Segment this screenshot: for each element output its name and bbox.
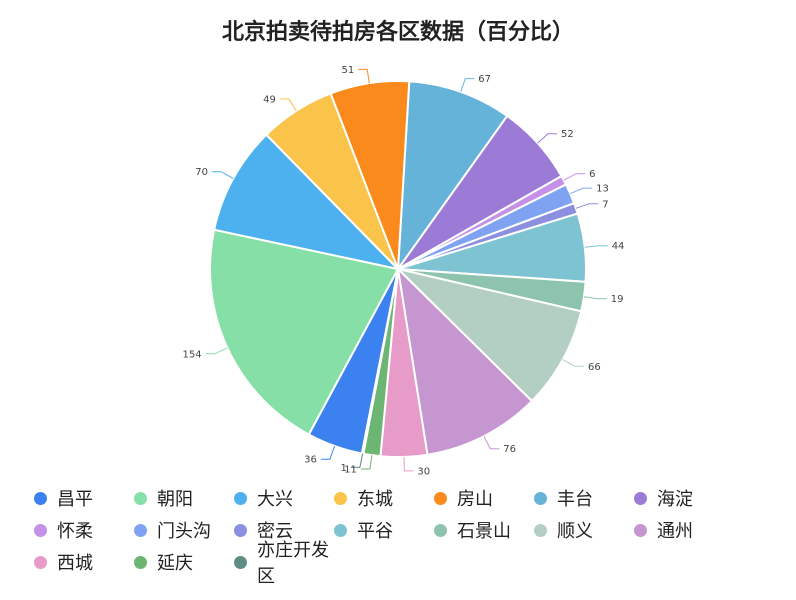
legend-dot-icon	[234, 555, 247, 569]
legend-label: 石景山	[457, 521, 511, 542]
leader-line-13	[320, 445, 336, 460]
data-label-4: 13	[596, 184, 609, 195]
legend-item-12[interactable]: 石景山	[434, 520, 534, 542]
legend-label: 昌平	[57, 489, 93, 510]
legend-dot-icon	[34, 555, 47, 569]
leader-line-10	[403, 456, 414, 472]
legend-dot-icon	[334, 523, 347, 537]
legend-label: 西城	[57, 553, 93, 574]
legend-item-6[interactable]: 丰台	[534, 488, 634, 510]
legend-item-2[interactable]: 朝阳	[134, 488, 234, 510]
leader-line-16	[279, 98, 297, 112]
legend-dot-icon	[634, 523, 647, 537]
data-label-1: 67	[478, 74, 491, 85]
data-label-11: 11	[344, 465, 357, 476]
legend-item-5[interactable]: 房山	[434, 488, 534, 510]
legend-item-7[interactable]: 海淀	[634, 488, 734, 510]
leader-line-9	[483, 435, 500, 450]
legend-item-15[interactable]: 西城	[34, 552, 134, 574]
leader-line-15	[212, 171, 234, 179]
legend-dot-icon	[134, 491, 147, 505]
legend-label: 丰台	[557, 489, 593, 510]
leader-line-8	[562, 359, 584, 367]
leader-line-3	[563, 173, 586, 181]
legend-label: 大兴	[257, 489, 293, 510]
legend-dot-icon	[534, 523, 547, 537]
leader-line-14	[205, 347, 228, 355]
legend-dot-icon	[334, 491, 347, 505]
legend-dot-icon	[434, 523, 447, 537]
leader-line-6	[584, 245, 608, 248]
data-label-17: 51	[341, 65, 354, 76]
legend-label: 怀柔	[57, 521, 93, 542]
legend-item-16[interactable]: 延庆	[134, 552, 234, 574]
legend-dot-icon	[134, 523, 147, 537]
leader-line-17	[358, 68, 370, 84]
pie-chart: 67 52 613 7 44 19 66 76 30 111 36 154 70 49 51	[183, 65, 625, 477]
data-label-2: 52	[561, 129, 574, 140]
legend-dot-icon	[34, 523, 47, 537]
pie-slice-14[interactable]	[209, 228, 400, 436]
legend-dot-icon	[234, 523, 247, 537]
legend-label: 海淀	[657, 489, 693, 510]
legend-label: 房山	[457, 489, 493, 510]
chart-title: 北京拍卖待拍房各区数据（百分比）	[221, 20, 574, 45]
data-label-5: 7	[602, 199, 608, 210]
leader-line-11	[360, 455, 373, 470]
legend-label: 亦庄开发区	[257, 540, 329, 587]
legend-label: 朝阳	[157, 489, 193, 510]
legend-item-14[interactable]: 通州	[634, 520, 734, 542]
pie-slice-9[interactable]	[396, 266, 534, 456]
data-label-14: 154	[183, 349, 202, 360]
leader-line-12	[350, 453, 364, 468]
legend-label: 东城	[357, 489, 393, 510]
legend-label: 通州	[657, 521, 693, 542]
pie-slice-17[interactable]	[329, 80, 411, 270]
data-label-3: 6	[589, 169, 595, 180]
legend-label: 延庆	[157, 553, 193, 574]
legend-item-11[interactable]: 平谷	[334, 520, 434, 542]
data-label-9: 76	[503, 444, 516, 455]
legend-label: 门头沟	[157, 521, 211, 542]
leader-line-5	[575, 203, 599, 209]
legend-item-1[interactable]: 昌平	[34, 488, 134, 510]
legend-dot-icon	[34, 491, 47, 505]
legend-item-3[interactable]: 大兴	[234, 488, 334, 510]
data-label-6: 44	[612, 241, 625, 252]
data-label-13: 36	[304, 455, 317, 466]
legend-label: 平谷	[357, 521, 393, 542]
legend-item-17[interactable]: 亦庄开发区	[234, 540, 334, 587]
data-labels: 67 52 613 7 44 19 66 76 30 111 36 154 70 49 51	[183, 65, 625, 477]
data-label-10: 30	[417, 466, 430, 477]
legend-label: 密云	[257, 521, 293, 542]
legend-label: 顺义	[557, 521, 593, 542]
leader-line-4	[570, 187, 593, 195]
data-label-16: 49	[263, 95, 276, 106]
legend-item-9[interactable]: 门头沟	[134, 520, 234, 542]
legend: 昌平 朝阳 大兴 东城 房山 丰台 海淀怀柔 门头沟 密云 平谷 石景山 顺义 通州西城 延庆 亦庄开发区	[34, 488, 779, 587]
legend-dot-icon	[434, 491, 447, 505]
legend-item-10[interactable]: 密云	[234, 520, 334, 542]
legend-dot-icon	[634, 491, 647, 505]
leader-line-1	[460, 78, 475, 92]
legend-item-4[interactable]: 东城	[334, 488, 434, 510]
data-label-12: 1	[341, 463, 347, 474]
data-label-15: 70	[195, 167, 208, 178]
label-leader-lines	[205, 68, 608, 472]
data-label-8: 66	[588, 362, 601, 373]
leader-line-7	[583, 296, 607, 300]
leader-line-2	[537, 133, 557, 144]
legend-dot-icon	[234, 491, 247, 505]
legend-dot-icon	[534, 491, 547, 505]
pie-slices	[209, 80, 587, 458]
legend-dot-icon	[134, 555, 147, 569]
legend-item-8[interactable]: 怀柔	[34, 520, 134, 542]
legend-item-13[interactable]: 顺义	[534, 520, 634, 542]
data-label-7: 19	[611, 294, 624, 305]
